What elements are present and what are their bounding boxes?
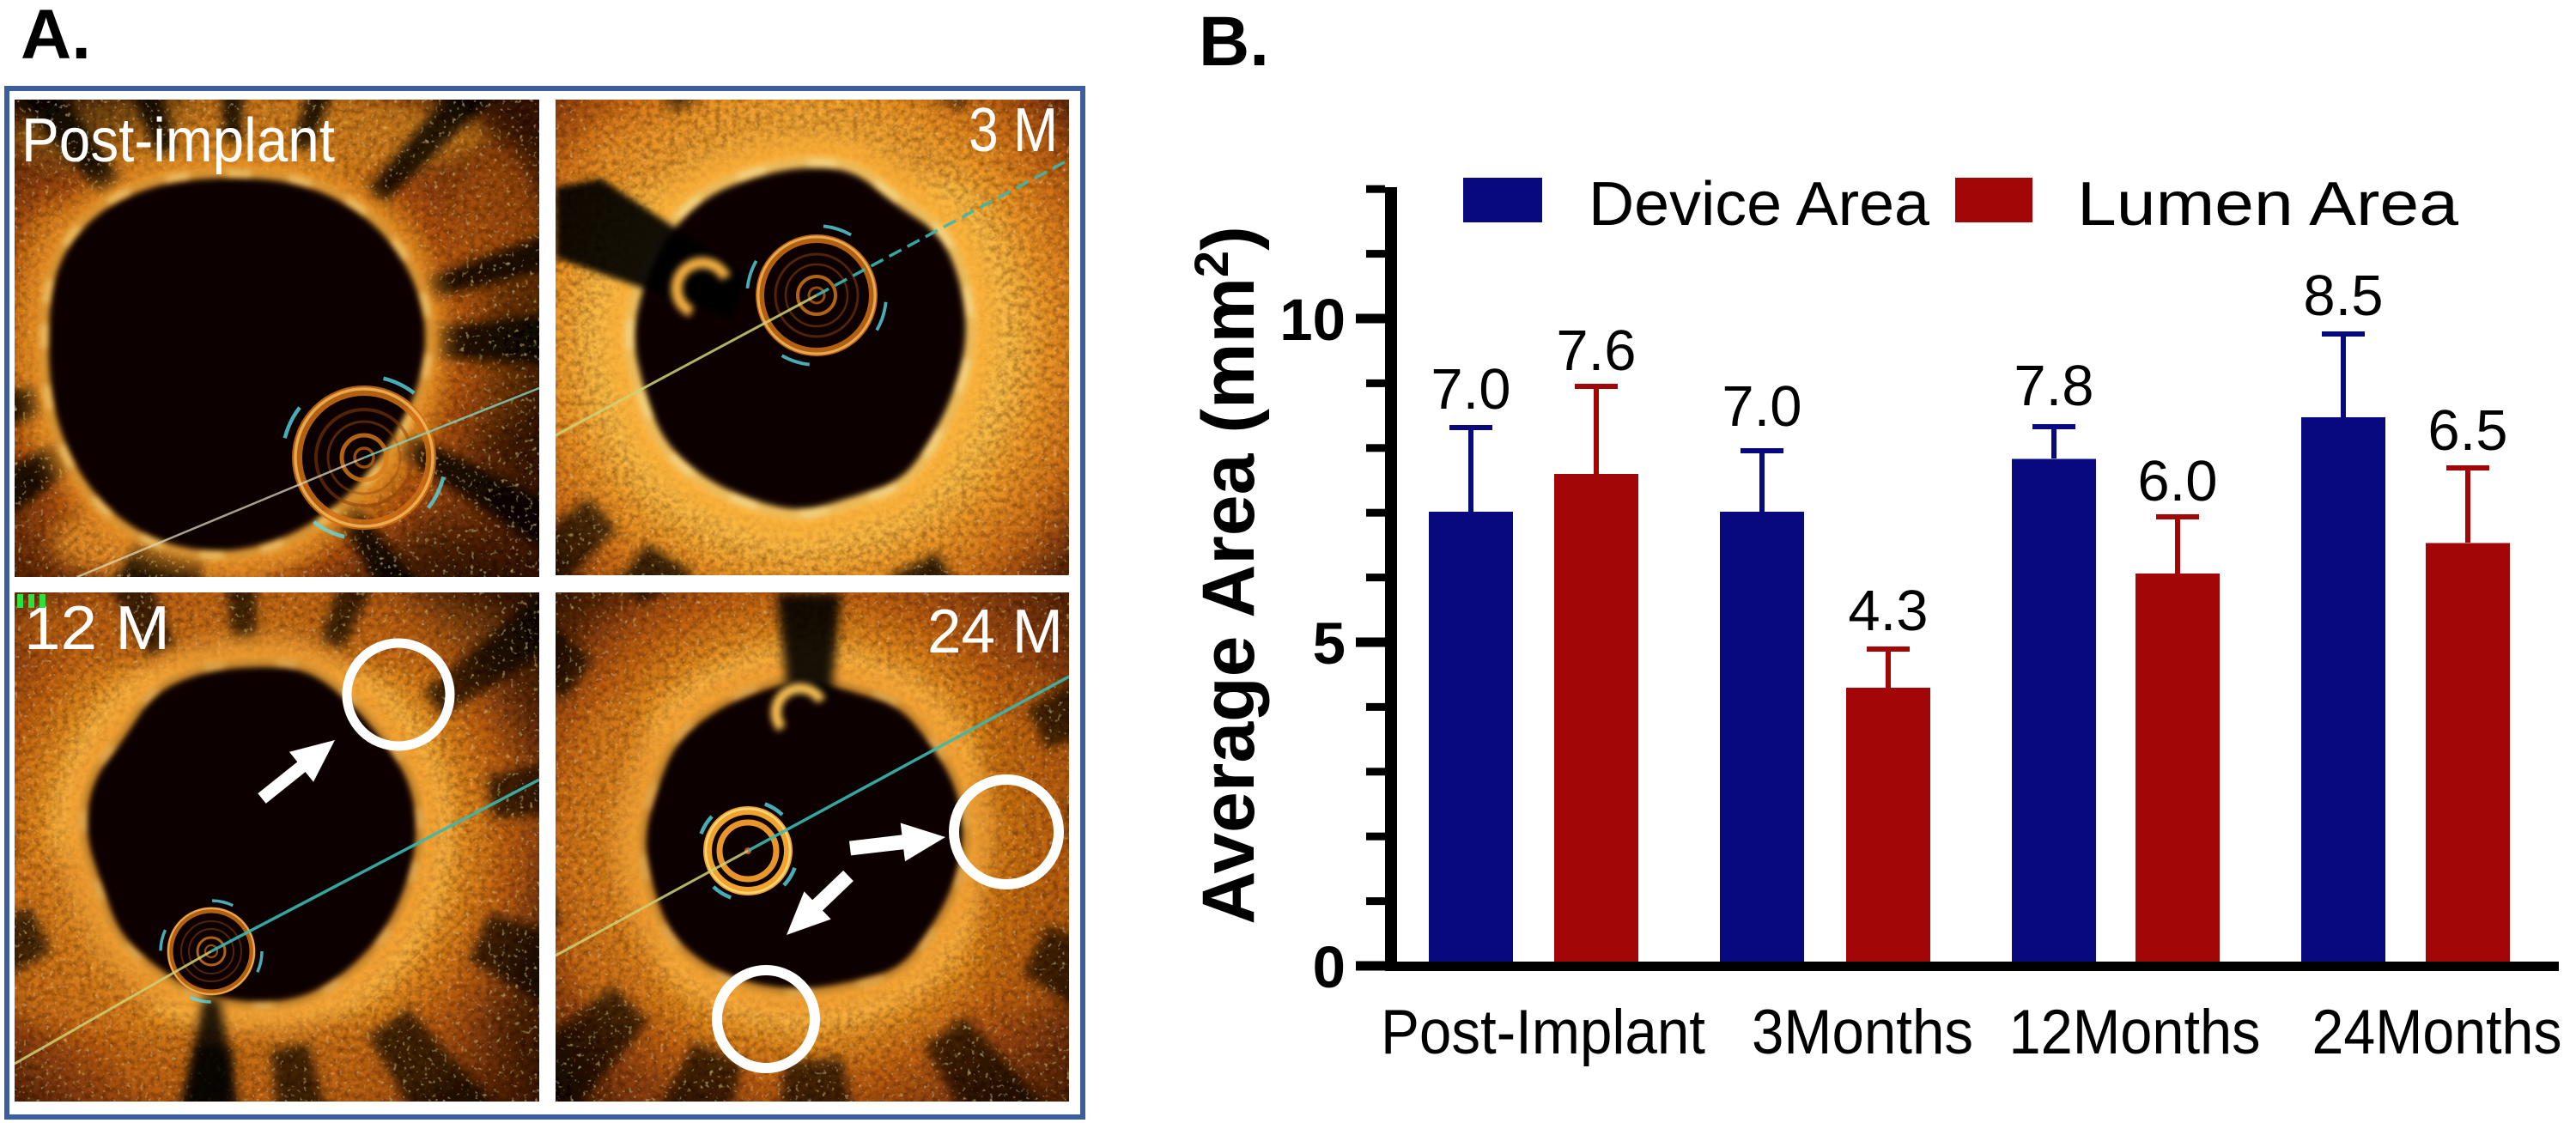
- svg-text:Post-Implant: Post-Implant: [1381, 998, 1705, 1067]
- svg-text:Lumen Area: Lumen Area: [2077, 170, 2459, 239]
- svg-text:4.3: 4.3: [1848, 579, 1928, 643]
- svg-text:3 M: 3 M: [969, 96, 1058, 165]
- svg-text:7.6: 7.6: [1556, 319, 1636, 383]
- svg-text:12Months: 12Months: [2009, 998, 2261, 1067]
- svg-text:A.: A.: [21, 0, 91, 74]
- svg-text:7.8: 7.8: [2014, 354, 2093, 418]
- svg-text:10: 10: [1279, 287, 1346, 353]
- svg-text:0: 0: [1313, 934, 1346, 1000]
- svg-text:8.5: 8.5: [2303, 264, 2383, 328]
- svg-text:24 M: 24 M: [927, 598, 1063, 666]
- svg-text:B.: B.: [1199, 3, 1269, 81]
- svg-text:12 M: 12 M: [24, 594, 170, 663]
- svg-text:24Months: 24Months: [2312, 998, 2562, 1067]
- svg-text:Post-implant: Post-implant: [21, 106, 335, 175]
- svg-text:Average Area (mm2): Average Area (mm2): [1184, 226, 1270, 924]
- svg-text:7.0: 7.0: [1722, 374, 1801, 439]
- svg-text:6.0: 6.0: [2137, 449, 2217, 513]
- svg-text:5: 5: [1313, 610, 1346, 677]
- svg-text:7.0: 7.0: [1431, 357, 1510, 422]
- svg-text:6.5: 6.5: [2427, 398, 2507, 463]
- svg-text:Device Area: Device Area: [1589, 170, 1930, 239]
- svg-text:3Months: 3Months: [1752, 998, 1973, 1067]
